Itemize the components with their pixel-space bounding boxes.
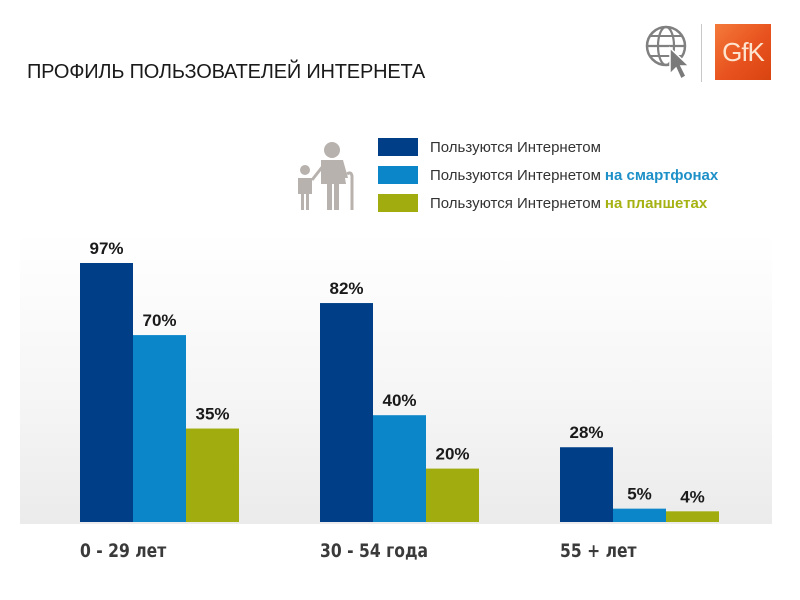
bar xyxy=(560,447,613,522)
legend-swatch xyxy=(378,166,418,184)
legend-highlight: на планшетах xyxy=(604,194,708,212)
legend-label: Пользуются Интернетом xyxy=(430,194,601,212)
data-label: 4% xyxy=(680,487,705,506)
legend-item: Пользуются Интернетом на смартфонах xyxy=(378,163,718,187)
legend-swatch xyxy=(378,194,418,212)
legend-label: Пользуются Интернетом xyxy=(430,138,601,156)
data-label: 20% xyxy=(435,445,469,464)
bar xyxy=(373,415,426,522)
legend-label: Пользуются Интернетом xyxy=(430,166,601,184)
bar xyxy=(320,303,373,522)
data-label: 5% xyxy=(627,485,652,504)
data-label: 28% xyxy=(569,423,603,442)
legend-highlight: на смартфонах xyxy=(604,166,719,184)
data-label: 40% xyxy=(382,391,416,410)
data-label: 35% xyxy=(195,405,229,424)
legend-swatch xyxy=(378,138,418,156)
bar xyxy=(133,335,186,522)
bar xyxy=(186,428,239,522)
chart-legend: Пользуются Интернетом Пользуются Интерне… xyxy=(378,135,718,219)
gfk-logo: GfK xyxy=(715,24,771,80)
bar xyxy=(426,468,479,522)
data-label: 97% xyxy=(89,239,123,258)
bar xyxy=(666,511,719,522)
category-label: 0 - 29 лет xyxy=(80,540,167,562)
legend-item: Пользуются Интернетом на планшетах xyxy=(378,191,718,215)
legend-item: Пользуются Интернетом xyxy=(378,135,718,159)
logo-divider xyxy=(701,24,702,82)
category-label: 55 + лет xyxy=(560,540,637,562)
data-label: 70% xyxy=(142,311,176,330)
category-label: 30 - 54 года xyxy=(320,540,429,562)
people-icon xyxy=(298,142,354,210)
page-title: ПРОФИЛЬ ПОЛЬЗОВАТЕЛЕЙ ИНТЕРНЕТА xyxy=(27,61,425,83)
globe-cursor-icon xyxy=(645,25,691,81)
data-label: 82% xyxy=(329,279,363,298)
bar xyxy=(613,508,666,522)
bar xyxy=(80,263,133,522)
